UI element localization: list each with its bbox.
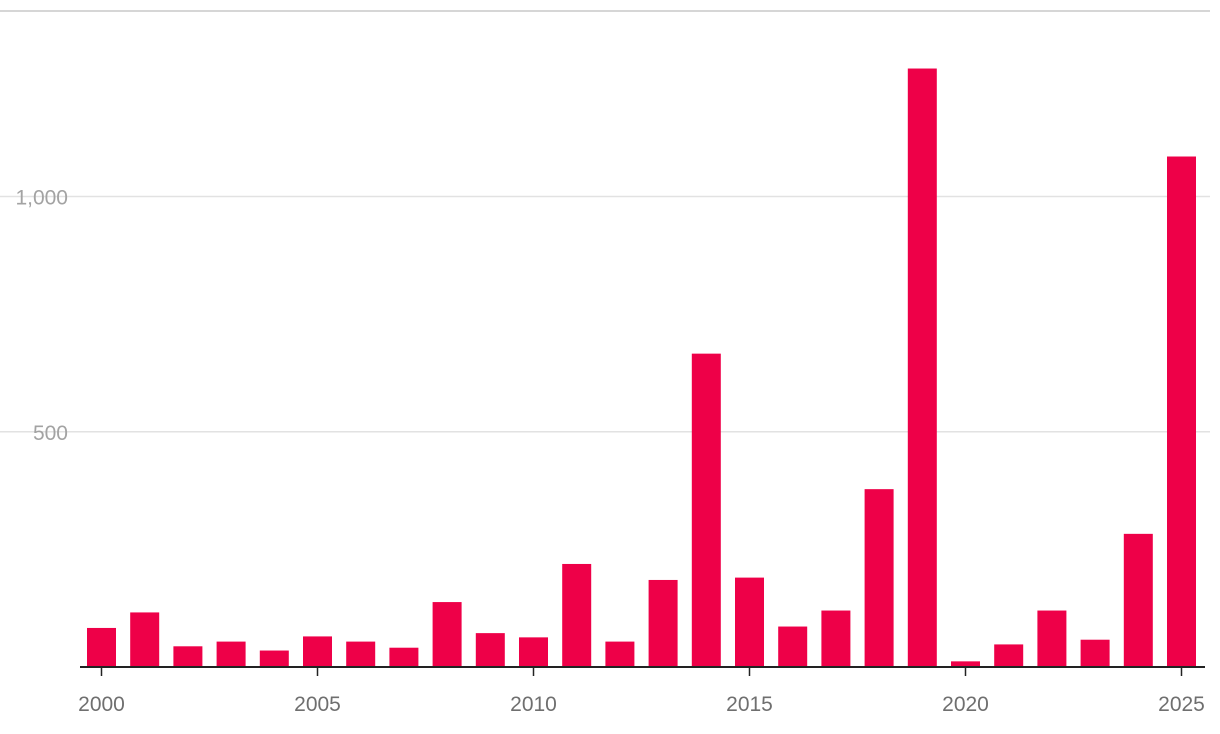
bar-2015 <box>735 577 764 667</box>
x-axis: 2000 2005 2010 2015 2020 2025 <box>78 667 1205 716</box>
bar-2005 <box>303 636 332 667</box>
bar-2017 <box>821 610 851 667</box>
x-tick-label: 2010 <box>510 693 557 716</box>
y-axis: 500 1,000 <box>15 187 68 445</box>
bar-2006 <box>346 641 376 667</box>
bar-2001 <box>130 612 160 667</box>
y-tick-label: 1,000 <box>15 187 68 210</box>
x-tick-label: 2025 <box>1158 693 1205 716</box>
x-tick-label: 2000 <box>78 693 125 716</box>
bar-2004 <box>259 650 289 667</box>
bar-2012 <box>605 641 635 667</box>
bar-2002 <box>173 646 203 667</box>
bar-2022 <box>1037 610 1067 667</box>
y-tick-label: 500 <box>33 422 68 445</box>
bar-2018 <box>864 489 894 667</box>
bar-2000 <box>87 627 116 667</box>
bar-2021 <box>994 644 1024 667</box>
bar-2019 <box>907 68 937 668</box>
bar-2013 <box>648 579 678 667</box>
bar-2025 <box>1167 156 1196 667</box>
bar-2009 <box>475 633 505 667</box>
bar-2011 <box>562 563 592 667</box>
y-gridlines <box>0 195 1210 433</box>
bar-2016 <box>778 626 808 667</box>
bar-2010 <box>519 637 548 667</box>
bar-2024 <box>1123 533 1153 667</box>
bar-2023 <box>1080 639 1110 667</box>
x-tick-label: 2005 <box>294 693 341 716</box>
bar-2014 <box>691 353 721 667</box>
bar-2007 <box>389 647 419 667</box>
bar-2003 <box>216 641 246 667</box>
bar-2020 <box>951 661 980 667</box>
bars <box>87 68 1196 668</box>
x-tick-label: 2015 <box>726 693 773 716</box>
x-tick-label: 2020 <box>942 693 989 716</box>
bar-2008 <box>432 602 462 667</box>
